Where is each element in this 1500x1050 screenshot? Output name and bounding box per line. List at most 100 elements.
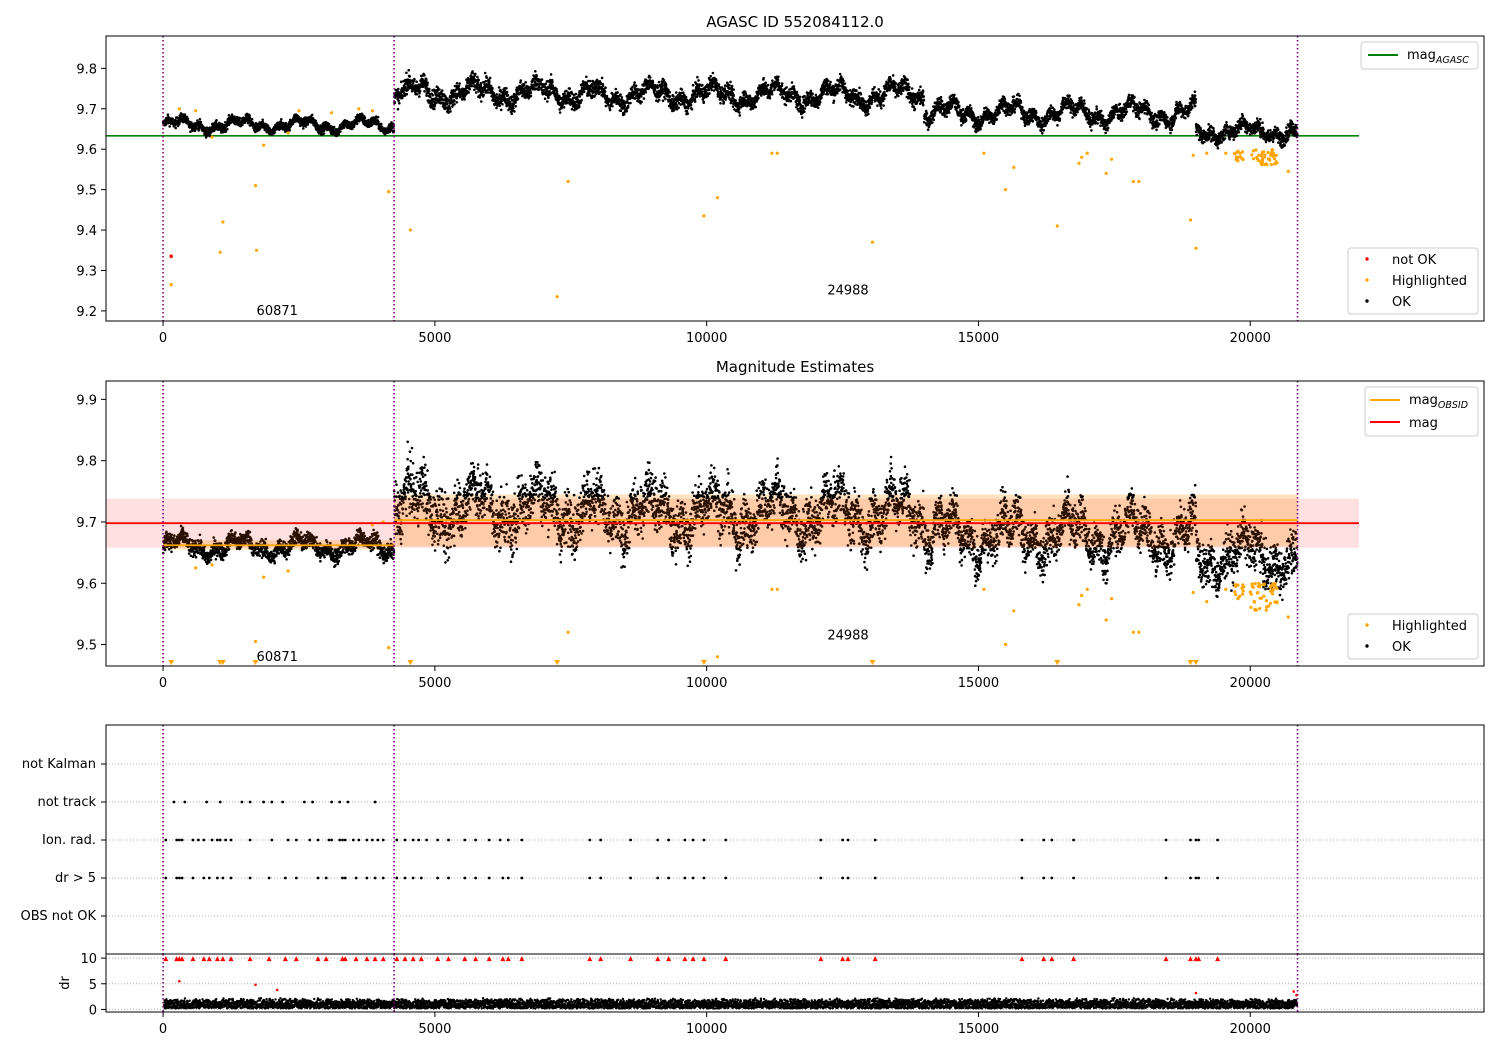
ok-point (940, 110, 943, 113)
ok-point (524, 81, 527, 84)
ok-point (438, 88, 441, 91)
ok-point (873, 86, 876, 89)
ok-point (569, 87, 572, 90)
ok-point (686, 112, 689, 115)
ok-point (507, 94, 510, 97)
ok-point (923, 99, 926, 102)
ok-point (288, 129, 291, 132)
ok-point (686, 110, 689, 113)
ok-point (551, 81, 554, 84)
ok-point (696, 76, 699, 79)
ok-point (867, 113, 870, 116)
ok-point (380, 123, 383, 126)
ok-point (302, 127, 305, 130)
ok-point (898, 92, 901, 95)
ok-point (739, 114, 742, 117)
ok-point (796, 91, 799, 94)
ok-point (544, 97, 547, 100)
ok-point (719, 102, 722, 105)
ok-point (644, 91, 647, 94)
ok-point (627, 105, 630, 108)
ok-point (498, 104, 501, 107)
ok-point (927, 128, 930, 131)
ok-point (734, 99, 737, 102)
ok-point (534, 70, 537, 73)
ok-point (710, 89, 713, 92)
ok-point (200, 121, 203, 124)
ok-point (339, 130, 342, 133)
ok-point (543, 89, 546, 92)
ok-point (852, 105, 855, 108)
ok-point (769, 97, 772, 100)
ok-point (847, 90, 850, 93)
ok-point (922, 90, 925, 93)
ok-point (755, 106, 758, 109)
ok-point (249, 117, 252, 120)
ok-point (962, 108, 965, 111)
ok-point (579, 102, 582, 105)
ok-point (799, 96, 802, 99)
ok-point (801, 116, 804, 119)
ok-point (311, 114, 314, 117)
ok-point (919, 85, 922, 88)
ok-point (400, 81, 403, 84)
ok-point (692, 84, 695, 87)
ok-point (556, 90, 559, 93)
ok-point (694, 100, 697, 103)
ok-point (819, 101, 822, 104)
ok-point (764, 81, 767, 84)
ok-point (827, 79, 830, 82)
ok-point (663, 79, 666, 82)
ok-point (488, 81, 491, 84)
ok-point (723, 101, 726, 104)
ok-point (449, 107, 452, 110)
ok-point (535, 75, 538, 78)
ok-point (174, 127, 177, 130)
ok-point (892, 74, 895, 77)
ok-point (793, 85, 796, 88)
ok-point (654, 89, 657, 92)
ok-point (834, 94, 837, 97)
ok-point (716, 88, 719, 91)
ok-point (933, 119, 936, 122)
figure: AGASC ID 552084112.0 60871 24988 0 5000 10… (0, 0, 1500, 1050)
ok-point (506, 91, 509, 94)
ok-point (676, 104, 679, 107)
ok-point (858, 87, 861, 90)
ok-point (429, 96, 432, 99)
ok-point (777, 79, 780, 82)
ok-point (656, 87, 659, 90)
ok-point (167, 113, 170, 116)
ok-point (842, 80, 845, 83)
ok-point (918, 89, 921, 92)
ok-point (569, 94, 572, 97)
ok-point (844, 82, 847, 85)
ok-point (880, 107, 883, 110)
ok-point (859, 97, 862, 100)
ok-point (626, 110, 629, 113)
ok-point (945, 115, 948, 118)
ok-point (926, 112, 929, 115)
ok-point (236, 116, 239, 119)
ok-point (877, 88, 880, 91)
ok-point (583, 90, 586, 93)
panel1-title: AGASC ID 552084112.0 (706, 13, 884, 31)
ok-point (781, 82, 784, 85)
ok-point (699, 95, 702, 98)
ok-point (496, 93, 499, 96)
ok-point (453, 103, 456, 106)
ok-point (922, 104, 925, 107)
ok-point (855, 89, 858, 92)
ok-point (559, 111, 562, 114)
ok-point (820, 97, 823, 100)
ok-point (545, 82, 548, 85)
ok-point (669, 95, 672, 98)
ok-point (694, 93, 697, 96)
ok-point (393, 130, 396, 133)
ok-point (393, 102, 396, 105)
ok-point (426, 81, 429, 84)
ok-point (458, 85, 461, 88)
ok-point (546, 100, 549, 103)
ok-point (767, 84, 770, 87)
ok-point (871, 101, 874, 104)
